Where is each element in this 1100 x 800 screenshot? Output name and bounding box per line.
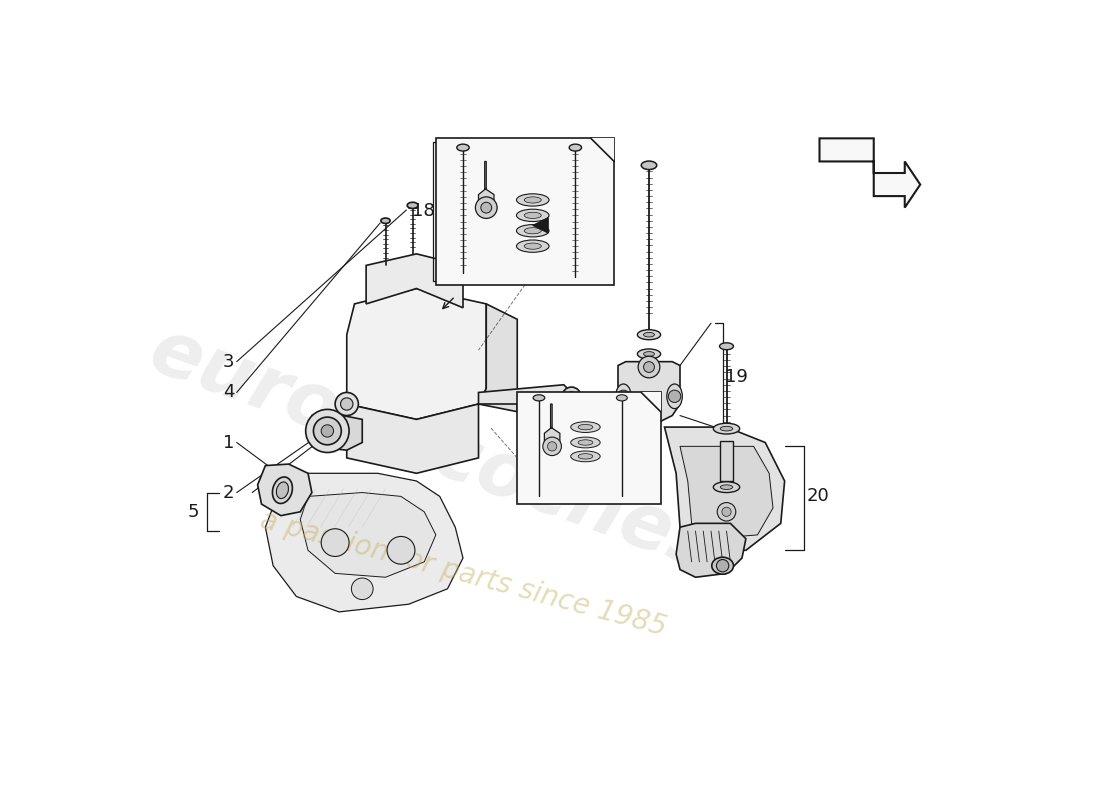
Ellipse shape — [720, 426, 733, 431]
Polygon shape — [676, 523, 746, 578]
Ellipse shape — [579, 425, 593, 430]
Polygon shape — [532, 218, 548, 233]
Text: 4: 4 — [223, 383, 234, 402]
Polygon shape — [366, 254, 463, 308]
Ellipse shape — [571, 451, 601, 462]
Circle shape — [638, 356, 660, 378]
Polygon shape — [478, 385, 572, 404]
Polygon shape — [312, 415, 362, 450]
Circle shape — [716, 559, 729, 572]
Ellipse shape — [517, 225, 549, 237]
Ellipse shape — [569, 144, 582, 151]
Polygon shape — [820, 138, 921, 208]
Ellipse shape — [525, 243, 541, 250]
Polygon shape — [544, 404, 560, 449]
Circle shape — [562, 387, 581, 406]
Circle shape — [566, 392, 576, 401]
Circle shape — [722, 507, 732, 517]
Ellipse shape — [644, 332, 654, 337]
Ellipse shape — [273, 477, 293, 503]
Ellipse shape — [534, 394, 544, 401]
Ellipse shape — [517, 209, 549, 222]
Polygon shape — [478, 304, 517, 412]
Polygon shape — [478, 162, 494, 210]
Text: 19: 19 — [725, 368, 748, 386]
Ellipse shape — [637, 330, 661, 340]
Circle shape — [542, 437, 561, 455]
Text: europacoches: europacoches — [139, 314, 725, 587]
Text: 5: 5 — [188, 503, 199, 521]
Ellipse shape — [525, 197, 541, 203]
Ellipse shape — [276, 482, 288, 498]
Circle shape — [321, 529, 349, 557]
Circle shape — [644, 362, 654, 373]
Text: 20: 20 — [806, 487, 829, 506]
Ellipse shape — [579, 440, 593, 445]
Text: 3: 3 — [223, 353, 234, 370]
Polygon shape — [346, 289, 486, 419]
Circle shape — [669, 390, 681, 402]
Polygon shape — [300, 493, 436, 578]
Circle shape — [617, 390, 629, 402]
Ellipse shape — [579, 454, 593, 459]
Circle shape — [351, 578, 373, 599]
Ellipse shape — [381, 218, 390, 223]
Text: a passion for parts since 1985: a passion for parts since 1985 — [256, 506, 669, 642]
Polygon shape — [346, 404, 478, 474]
Polygon shape — [641, 393, 661, 412]
Circle shape — [341, 398, 353, 410]
Text: 1: 1 — [223, 434, 234, 451]
Ellipse shape — [517, 194, 549, 206]
Polygon shape — [591, 138, 614, 162]
Polygon shape — [257, 464, 312, 516]
Ellipse shape — [525, 228, 541, 234]
Polygon shape — [680, 446, 773, 538]
Bar — [517, 393, 661, 504]
Circle shape — [475, 197, 497, 218]
Ellipse shape — [641, 161, 657, 170]
Ellipse shape — [571, 437, 601, 448]
Ellipse shape — [571, 422, 601, 433]
Bar — [436, 138, 614, 285]
Ellipse shape — [407, 202, 418, 209]
Ellipse shape — [713, 482, 739, 493]
Ellipse shape — [667, 384, 682, 409]
Ellipse shape — [713, 423, 739, 434]
Circle shape — [314, 417, 341, 445]
Ellipse shape — [525, 212, 541, 218]
Ellipse shape — [720, 485, 733, 490]
Circle shape — [387, 537, 415, 564]
Bar — [719, 441, 734, 481]
Circle shape — [481, 202, 492, 213]
Ellipse shape — [637, 349, 661, 359]
Circle shape — [548, 442, 557, 451]
Ellipse shape — [517, 240, 549, 252]
Circle shape — [321, 425, 333, 437]
Circle shape — [306, 410, 349, 453]
Circle shape — [336, 393, 359, 415]
Polygon shape — [664, 427, 784, 550]
Text: 18: 18 — [605, 447, 628, 466]
Ellipse shape — [719, 342, 734, 350]
Text: 18: 18 — [411, 202, 434, 221]
Ellipse shape — [712, 558, 734, 574]
Ellipse shape — [616, 384, 631, 409]
Polygon shape — [618, 362, 680, 423]
Circle shape — [717, 502, 736, 521]
Ellipse shape — [644, 352, 654, 356]
Polygon shape — [265, 474, 463, 612]
Ellipse shape — [456, 144, 470, 151]
Text: 2: 2 — [223, 483, 234, 502]
Ellipse shape — [616, 394, 627, 401]
